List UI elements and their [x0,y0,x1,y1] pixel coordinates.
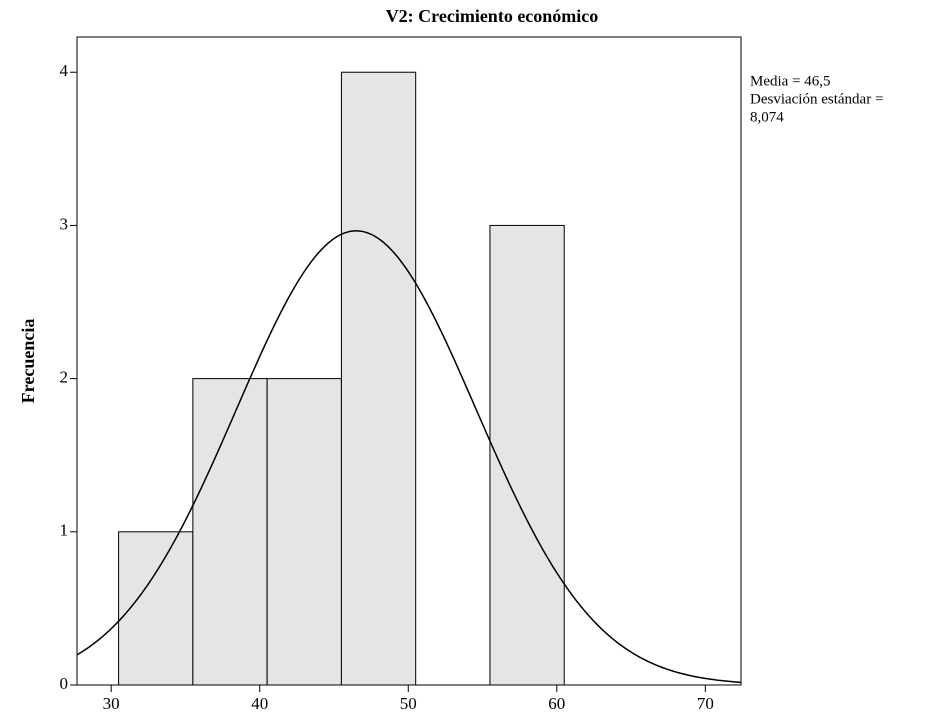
x-tick-label: 60 [548,694,565,713]
bar [340,71,417,686]
bar [118,531,194,686]
normal-curve [76,230,742,684]
stats-note: 8,074 [750,109,784,125]
y-axis-label: Frecuencia [18,319,38,404]
bar [266,378,342,686]
y-tick-label: 3 [60,214,69,233]
x-tick-label: 50 [400,694,417,713]
y-tick-label: 4 [60,61,69,80]
stats-note: Desviación estándar = [750,91,883,107]
y-tick-label: 1 [60,521,69,540]
x-tick-label: 70 [697,694,714,713]
y-tick-label: 2 [60,368,69,387]
bar [489,224,565,686]
stats-note: Media = 46,5 [750,73,831,89]
chart-title: V2: Crecimiento económico [386,6,599,26]
x-tick-label: 30 [103,694,120,713]
y-tick-label: 0 [60,674,69,693]
bar [192,378,268,686]
x-tick-label: 40 [251,694,268,713]
